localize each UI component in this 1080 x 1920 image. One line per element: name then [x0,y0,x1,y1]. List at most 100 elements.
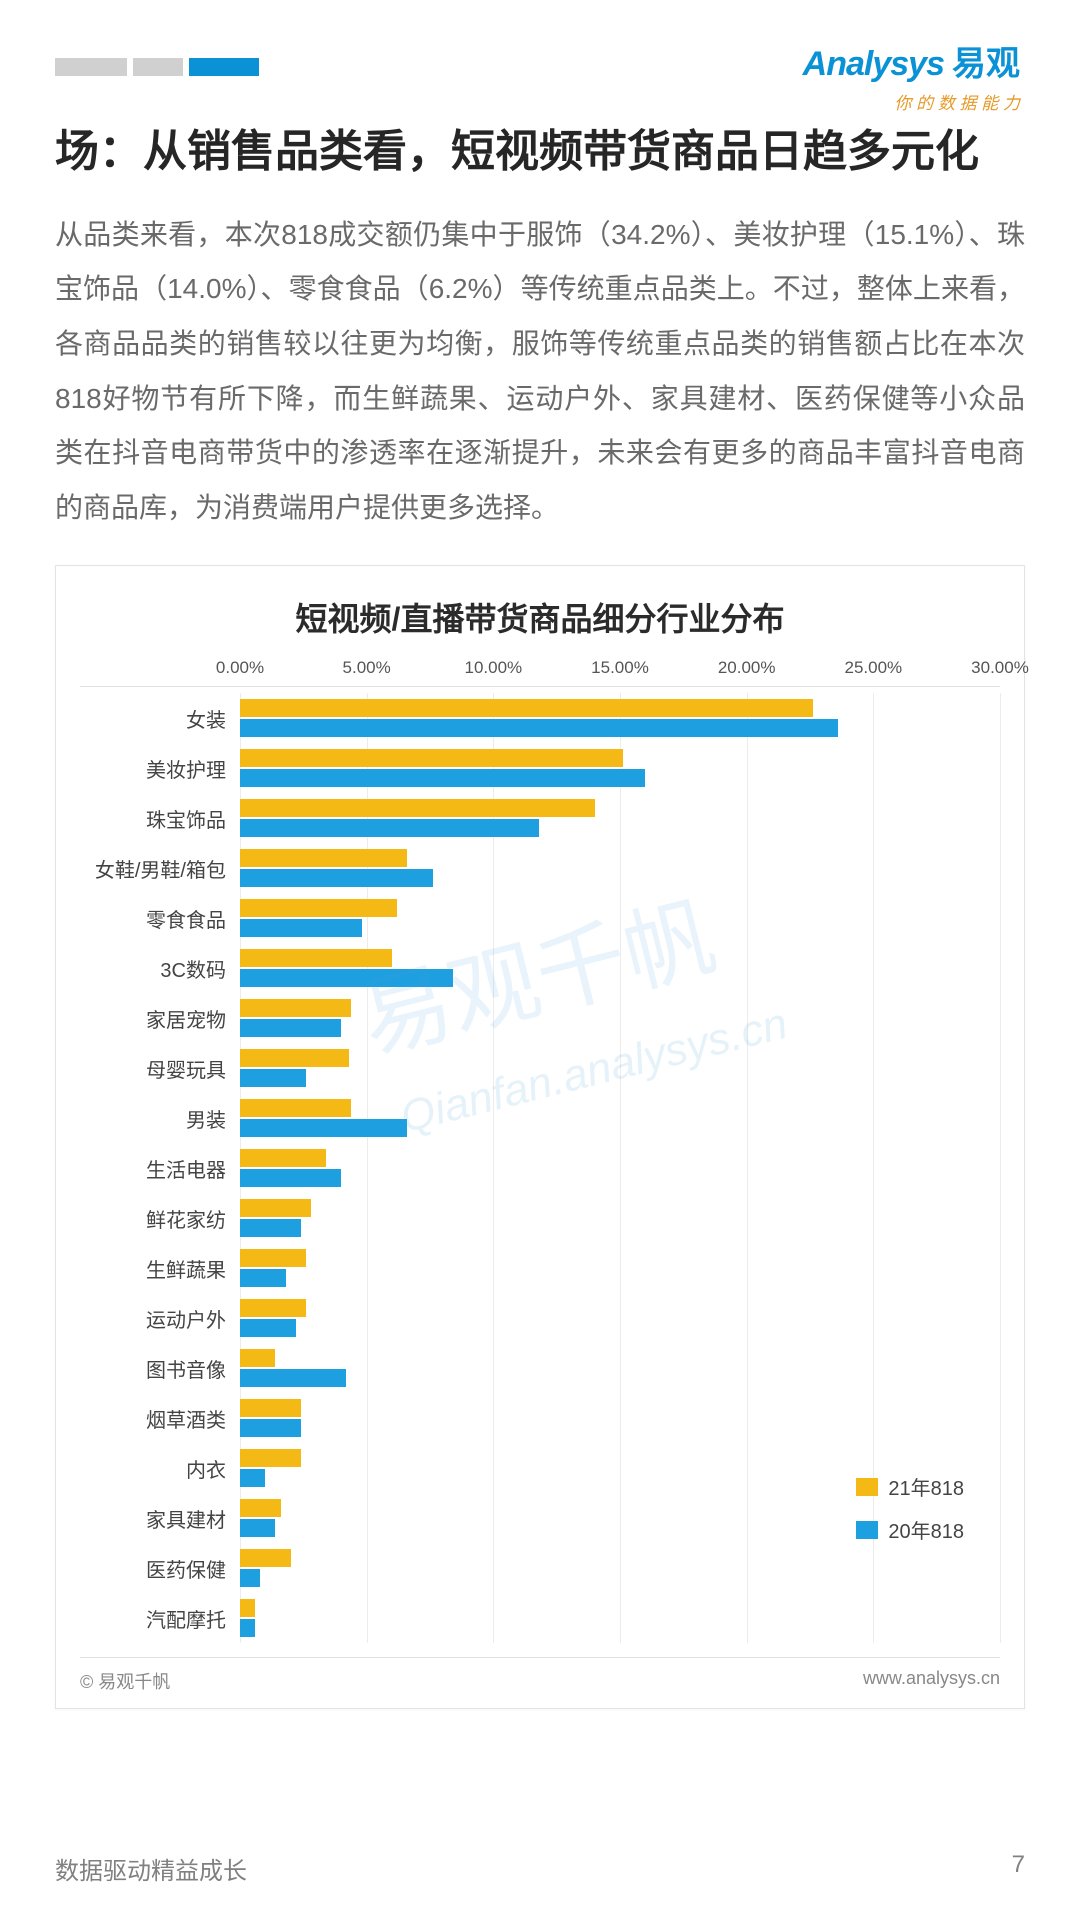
bar-y21 [240,949,392,967]
page: Analysys 易观 你 的 数 据 能 力 场：从销售品类看，短视频带货商品… [0,0,1080,1920]
x-tick: 10.00% [464,658,522,678]
x-tick: 0.00% [216,658,264,678]
bar-y21 [240,1299,306,1317]
page-title: 场：从销售品类看，短视频带货商品日趋多元化 [55,120,1025,184]
category-label: 3C数码 [80,954,240,983]
category-label: 生鲜蔬果 [80,1254,240,1283]
x-tick: 15.00% [591,658,649,678]
category-row: 鲜花家纺 [80,1193,1000,1243]
bar-y21 [240,1199,311,1217]
footer-left: 数据驱动精益成长 [55,1851,247,1886]
body-paragraph: 从品类来看，本次818成交额仍集中于服饰（34.2%）、美妆护理（15.1%）、… [55,208,1025,536]
chart-card: 短视频/直播带货商品细分行业分布 0.00% 5.00% 10.00% 15.00% 2… [55,565,1025,1709]
bar-y21 [240,699,813,717]
bar-y20 [240,869,433,887]
category-label: 母婴玩具 [80,1054,240,1083]
category-label: 内衣 [80,1454,240,1483]
category-label: 男装 [80,1104,240,1133]
category-label: 女鞋/男鞋/箱包 [80,854,240,883]
category-label: 图书音像 [80,1354,240,1383]
bar-y21 [240,749,623,767]
category-label: 医药保健 [80,1554,240,1583]
brand-sub: 你 的 数 据 能 力 [803,89,1020,114]
bar-y20 [240,1619,255,1637]
chart-footer-right: www.analysys.cn [863,1668,1000,1694]
bar-y20 [240,919,362,937]
category-label: 珠宝饰品 [80,804,240,833]
bar-y20 [240,1269,286,1287]
bar-y20 [240,1319,296,1337]
category-label: 零食食品 [80,904,240,933]
category-row: 母婴玩具 [80,1043,1000,1093]
legend-swatch [856,1521,878,1539]
category-label: 女装 [80,704,240,733]
bar-y21 [240,999,351,1017]
category-row: 图书音像 [80,1343,1000,1393]
category-row: 生活电器 [80,1143,1000,1193]
bar-y21 [240,1399,301,1417]
bar-y20 [240,1219,301,1237]
category-row: 汽配摩托 [80,1593,1000,1643]
category-label: 家具建材 [80,1504,240,1533]
category-label: 汽配摩托 [80,1604,240,1633]
category-row: 运动户外 [80,1293,1000,1343]
bar-y21 [240,1049,349,1067]
category-row: 零食食品 [80,893,1000,943]
bar-y21 [240,1149,326,1167]
category-row: 男装 [80,1093,1000,1143]
legend-item: 20年818 [856,1515,964,1544]
bar-y20 [240,1569,260,1587]
x-tick: 25.00% [844,658,902,678]
page-footer: 数据驱动精益成长 7 [55,1851,1025,1886]
footer-page-number: 7 [1012,1851,1025,1886]
category-label: 美妆护理 [80,754,240,783]
bar-y20 [240,1019,341,1037]
x-tick: 30.00% [971,658,1029,678]
category-row: 家居宠物 [80,993,1000,1043]
bar-y21 [240,1099,351,1117]
bar-y20 [240,719,838,737]
bar-y21 [240,849,407,867]
category-row: 女装 [80,693,1000,743]
legend-label: 21年818 [888,1472,964,1501]
bar-y20 [240,1169,341,1187]
chart-title: 短视频/直播带货商品细分行业分布 [80,594,1000,640]
bar-y20 [240,1469,265,1487]
category-row: 烟草酒类 [80,1393,1000,1443]
x-axis: 0.00%5.00%10.00%15.00%20.00%25.00%30.00% [80,658,1000,687]
legend-swatch [856,1478,878,1496]
bar-y20 [240,819,539,837]
category-label: 生活电器 [80,1154,240,1183]
legend-label: 20年818 [888,1515,964,1544]
bar-y21 [240,1599,255,1617]
bar-y20 [240,1119,407,1137]
legend-item: 21年818 [856,1472,964,1501]
bar-y21 [240,799,595,817]
brand-logo-text: Analysys [803,45,944,84]
category-row: 生鲜蔬果 [80,1243,1000,1293]
chart-footer: © 易观千帆 www.analysys.cn [80,1657,1000,1694]
category-row: 美妆护理 [80,743,1000,793]
bar-y20 [240,1369,346,1387]
bar-y21 [240,1549,291,1567]
bar-y20 [240,1519,275,1537]
category-label: 鲜花家纺 [80,1204,240,1233]
bar-y20 [240,969,453,987]
bar-y21 [240,1449,301,1467]
bar-y20 [240,769,645,787]
category-label: 运动户外 [80,1304,240,1333]
bar-y21 [240,1499,281,1517]
brand-block: Analysys 易观 你 的 数 据 能 力 [803,36,1020,114]
chart-footer-left: © 易观千帆 [80,1668,170,1694]
category-label: 烟草酒类 [80,1404,240,1433]
bar-y20 [240,1419,301,1437]
header-rule [55,58,275,82]
category-row: 女鞋/男鞋/箱包 [80,843,1000,893]
chart-legend: 21年818 20年818 [856,1472,964,1558]
bar-y21 [240,1349,275,1367]
category-row: 3C数码 [80,943,1000,993]
x-tick: 5.00% [343,658,391,678]
bar-y21 [240,899,397,917]
bar-y21 [240,1249,306,1267]
category-label: 家居宠物 [80,1004,240,1033]
